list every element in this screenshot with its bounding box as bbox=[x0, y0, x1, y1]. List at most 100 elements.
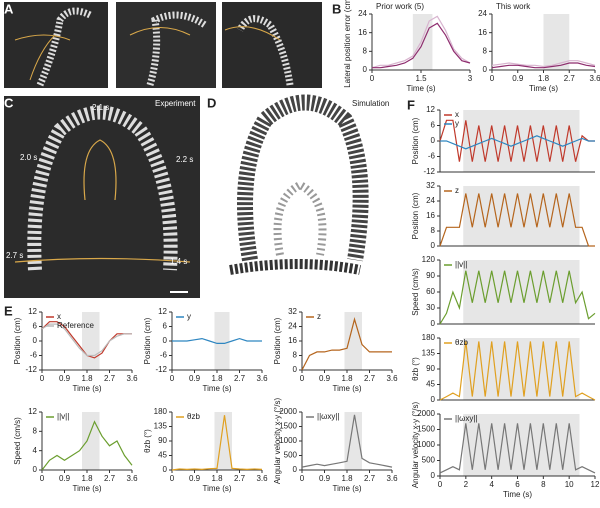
legend-label: θzb bbox=[455, 338, 468, 347]
y-tick-label: 12 bbox=[158, 307, 167, 316]
x-tick-label: 1.8 bbox=[211, 474, 223, 483]
x-tick-label: 8 bbox=[541, 480, 546, 489]
y-axis-label: θzb (°) bbox=[411, 357, 420, 381]
x-tick-label: 0.9 bbox=[59, 374, 71, 383]
x-tick-label: 0.9 bbox=[512, 74, 524, 83]
series-line bbox=[439, 119, 595, 162]
x-axis-label: Time (s) bbox=[406, 84, 435, 93]
x-tick-label: 0 bbox=[300, 374, 305, 383]
y-tick-label: 0 bbox=[431, 241, 436, 250]
y-tick-label: 8 bbox=[33, 426, 38, 435]
chart-title: Prior work (5) bbox=[376, 2, 424, 11]
x-tick-label: 2.7 bbox=[234, 374, 246, 383]
x-tick-label: 2.7 bbox=[104, 374, 116, 383]
series-line bbox=[440, 135, 595, 150]
x-tick-label: 0 bbox=[300, 474, 305, 483]
simulation-d bbox=[229, 94, 369, 275]
x-tick-label: 2.7 bbox=[364, 474, 376, 483]
y-axis-label: Angular velocity x-y (°/s) bbox=[411, 402, 420, 489]
x-tick-label: 0 bbox=[40, 474, 45, 483]
y-tick-label: 24 bbox=[358, 9, 367, 18]
y-tick-label: 8 bbox=[363, 46, 368, 55]
x-axis-label: Time (s) bbox=[332, 384, 361, 393]
y-tick-label: 6 bbox=[163, 322, 168, 331]
legend-label: Reference bbox=[57, 321, 94, 330]
x-tick-label: 1.5 bbox=[415, 74, 427, 83]
y-tick-label: 0 bbox=[483, 65, 488, 74]
y-tick-label: 180 bbox=[422, 333, 436, 342]
x-tick-label: 3.6 bbox=[256, 374, 268, 383]
time-label: 2.1 s bbox=[92, 103, 109, 112]
y-tick-label: 0 bbox=[293, 365, 298, 374]
x-tick-label: 3 bbox=[468, 74, 473, 83]
x-tick-label: 0 bbox=[170, 474, 175, 483]
y-tick-label: 12 bbox=[28, 407, 37, 416]
shaded-region bbox=[463, 414, 580, 476]
y-tick-label: -6 bbox=[428, 152, 436, 161]
x-tick-label: 3.6 bbox=[126, 374, 138, 383]
y-tick-label: 0 bbox=[293, 465, 298, 474]
series-line bbox=[491, 60, 596, 68]
x-axis-label: Time (s) bbox=[529, 84, 558, 93]
y-axis-label: Speed (cm/s) bbox=[13, 417, 22, 465]
y-tick-label: 30 bbox=[426, 303, 435, 312]
series-line bbox=[491, 62, 596, 69]
y-axis-label: Position (cm) bbox=[411, 117, 420, 164]
y-tick-label: 45 bbox=[426, 380, 435, 389]
time-label: 2.0 s bbox=[20, 153, 37, 162]
y-tick-label: 24 bbox=[288, 322, 297, 331]
y-tick-label: -12 bbox=[25, 365, 37, 374]
y-tick-label: 6 bbox=[431, 121, 436, 130]
series-line bbox=[41, 420, 133, 471]
y-tick-label: 1500 bbox=[279, 422, 297, 431]
panel-label: C bbox=[4, 95, 14, 110]
y-tick-label: 1000 bbox=[417, 440, 435, 449]
y-tick-label: 135 bbox=[154, 422, 168, 431]
x-tick-label: 2.7 bbox=[564, 74, 576, 83]
y-tick-label: 16 bbox=[426, 211, 435, 220]
x-tick-label: 0 bbox=[170, 374, 175, 383]
y-tick-label: 12 bbox=[426, 105, 435, 114]
x-tick-label: 2.7 bbox=[104, 474, 116, 483]
legend-label: z bbox=[455, 186, 459, 195]
legend-label: ||v|| bbox=[455, 260, 467, 269]
x-axis-label: Time (s) bbox=[332, 484, 361, 493]
x-tick-label: 1.8 bbox=[211, 374, 223, 383]
y-axis-label: θzb (°) bbox=[143, 429, 152, 453]
x-axis-label: Time (s) bbox=[503, 490, 532, 499]
x-tick-label: 2.7 bbox=[364, 374, 376, 383]
simulation-label: Simulation bbox=[352, 99, 389, 108]
y-tick-label: 60 bbox=[426, 287, 435, 296]
x-tick-label: 3.6 bbox=[386, 474, 398, 483]
legend-label: z bbox=[317, 312, 321, 321]
y-tick-label: 32 bbox=[288, 307, 297, 316]
x-tick-label: 0 bbox=[370, 74, 375, 83]
legend-label: x bbox=[455, 110, 459, 119]
y-tick-label: 0 bbox=[163, 465, 168, 474]
x-tick-label: 2.7 bbox=[234, 474, 246, 483]
x-tick-label: 0.9 bbox=[189, 374, 201, 383]
x-tick-label: 0 bbox=[490, 74, 495, 83]
y-axis-label: Position (cm) bbox=[13, 317, 22, 364]
y-tick-label: -6 bbox=[30, 351, 38, 360]
y-axis-label: Position (cm) bbox=[143, 317, 152, 364]
y-tick-label: 32 bbox=[426, 181, 435, 190]
series-line bbox=[439, 423, 596, 474]
x-tick-label: 4 bbox=[489, 480, 494, 489]
y-tick-label: 0 bbox=[431, 136, 436, 145]
photo-c bbox=[4, 96, 200, 298]
y-axis-label: Lateral position error (cm) bbox=[343, 0, 352, 88]
y-tick-label: 24 bbox=[426, 196, 435, 205]
x-tick-label: 3.6 bbox=[386, 374, 398, 383]
y-tick-label: 180 bbox=[154, 407, 168, 416]
series-line bbox=[439, 341, 596, 401]
x-tick-label: 0 bbox=[40, 374, 45, 383]
legend-label: y bbox=[455, 119, 459, 128]
y-tick-label: 12 bbox=[28, 307, 37, 316]
series-line bbox=[372, 22, 471, 69]
y-tick-label: 135 bbox=[422, 349, 436, 358]
y-tick-label: -12 bbox=[155, 365, 167, 374]
y-tick-label: 90 bbox=[426, 271, 435, 280]
x-tick-label: 0.9 bbox=[319, 374, 331, 383]
shaded-region bbox=[214, 312, 230, 370]
